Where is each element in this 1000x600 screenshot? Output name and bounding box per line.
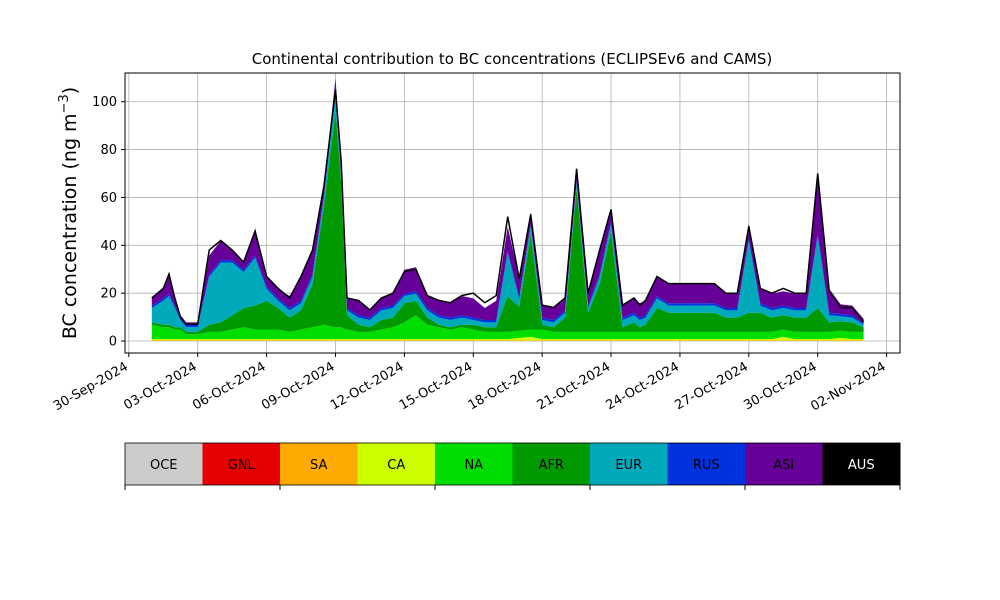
colorbar-label-gnl: GNL xyxy=(228,458,256,473)
x-tick-label: 30-Oct-2024 xyxy=(741,359,819,413)
y-axis-label-superscript: −3 xyxy=(57,94,72,113)
colorbar-swatch-afr xyxy=(512,443,591,485)
colorbar-label-sa: SA xyxy=(310,458,327,473)
x-tick-label: 18-Oct-2024 xyxy=(466,359,544,413)
colorbar-label-eur: EUR xyxy=(615,458,642,473)
colorbar-swatch-asi xyxy=(745,443,823,485)
colorbar-label-na: NA xyxy=(464,458,483,473)
x-tick-label: 24-Oct-2024 xyxy=(604,359,682,413)
x-tick-label: 09-Oct-2024 xyxy=(259,359,337,413)
y-tick-label: 100 xyxy=(92,95,117,110)
area-na xyxy=(151,315,864,340)
x-tick-label: 21-Oct-2024 xyxy=(535,359,613,413)
area-ca xyxy=(151,336,864,341)
colorbar-label-afr: AFR xyxy=(539,458,564,473)
colorbar-label-rus: RUS xyxy=(693,458,720,473)
y-tick-label: 80 xyxy=(100,143,117,158)
x-tick-label: 12-Oct-2024 xyxy=(328,359,406,413)
colorbar-swatch-eur xyxy=(590,443,668,485)
colorbar-swatch-gnl xyxy=(202,443,281,485)
colorbar-swatch-oce xyxy=(125,443,203,485)
x-tick-label: 03-Oct-2024 xyxy=(121,359,199,413)
colorbar-label-oce: OCE xyxy=(150,458,178,473)
total-concentration-line xyxy=(151,89,865,326)
x-tick-label: 27-Oct-2024 xyxy=(672,359,750,413)
y-axis-label-text: BC concentration (ng m xyxy=(59,113,81,339)
y-tick-label: 20 xyxy=(100,287,117,302)
colorbar-swatch-na xyxy=(435,443,513,485)
x-tick-label: 06-Oct-2024 xyxy=(190,359,268,413)
y-tick-label: 40 xyxy=(100,239,117,254)
colorbar-frame xyxy=(124,442,901,486)
x-tick-label: 30-Sep-2024 xyxy=(51,359,131,414)
area-sa xyxy=(151,340,864,341)
y-tick-label: 60 xyxy=(100,191,117,206)
colorbar-swatch-aus xyxy=(822,443,901,485)
colorbar-label-ca: CA xyxy=(387,458,405,473)
plot-frame xyxy=(124,72,901,354)
x-tick-label: 02-Nov-2024 xyxy=(808,359,888,414)
y-axis-ticks: 0 20 40 60 80 100 xyxy=(92,95,125,350)
area-eur xyxy=(151,92,864,332)
x-axis-ticks: 30-Sep-202403-Oct-202406-Oct-202409-Oct-… xyxy=(51,353,889,414)
colorbar-label-asi: ASI xyxy=(773,458,794,473)
colorbar-swatch-rus xyxy=(667,443,746,485)
chart-title: Continental contribution to BC concentra… xyxy=(252,50,773,68)
x-tick-label: 15-Oct-2024 xyxy=(397,359,475,413)
colorbar-legend: OCE GNL SA CA NA AFR EUR RUS ASI AUS xyxy=(124,442,901,490)
area-afr xyxy=(151,111,864,335)
y-tick-label: 0 xyxy=(109,335,117,350)
colorbar-label-aus: AUS xyxy=(848,458,875,473)
colorbar-swatch-ca xyxy=(357,443,436,485)
total-line xyxy=(151,89,865,326)
colorbar-swatch-sa xyxy=(280,443,358,485)
stacked-areas xyxy=(151,78,864,341)
y-axis-label-close: ) xyxy=(59,87,81,94)
y-axis-label: BC concentration (ng m−3) xyxy=(57,87,81,339)
